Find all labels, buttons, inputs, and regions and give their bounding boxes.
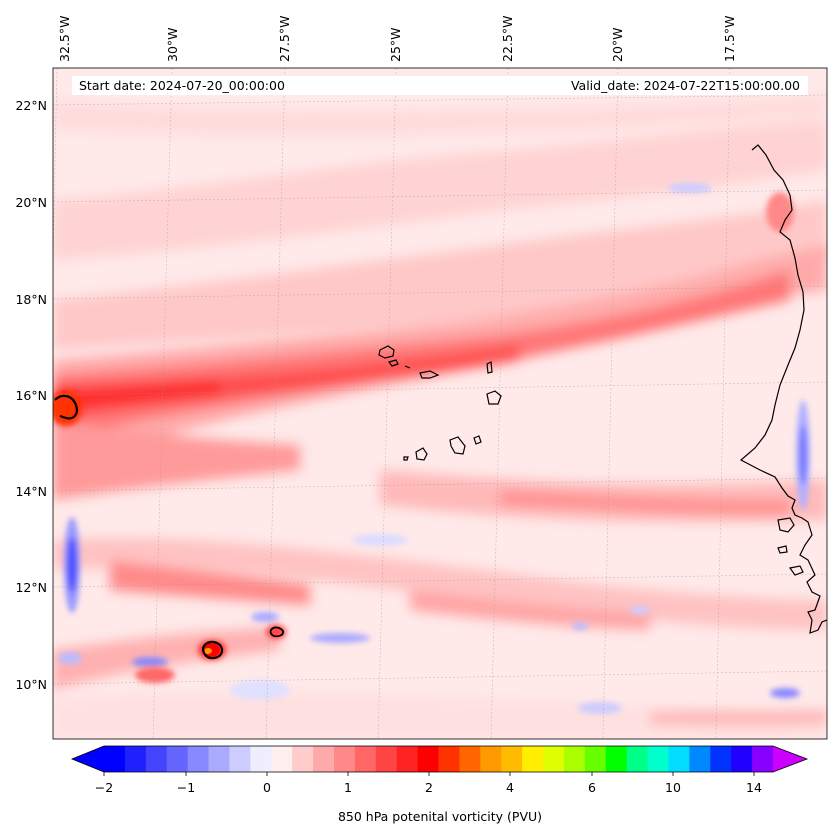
colorbar-segment — [145, 746, 168, 772]
lat-label: 18°N — [15, 292, 47, 307]
map-plot-area — [53, 68, 827, 739]
lon-label: 17.5°W — [722, 16, 737, 62]
lat-label: 10°N — [15, 677, 47, 692]
coastlines — [378, 144, 827, 634]
colorbar-segment — [208, 746, 231, 772]
colorbar-segment — [689, 746, 711, 772]
colorbar-tick-labels: −2 −1 0 1 2 4 6 10 14 — [95, 780, 762, 795]
colorbar-segments — [104, 746, 774, 772]
colorbar-segment — [522, 746, 544, 772]
colorbar-segment — [626, 746, 649, 772]
latitude-labels: 22°N 20°N 18°N 16°N 14°N 12°N 10°N — [15, 98, 47, 692]
lon-label: 32.5°W — [57, 16, 72, 62]
lon-label: 27.5°W — [277, 16, 292, 62]
lon-label: 22.5°W — [500, 16, 515, 62]
cb-tick-label: −1 — [177, 780, 195, 795]
colorbar-segment — [543, 746, 565, 772]
valid-date-label: Valid_date: 2024-07-22T15:00:00.00 — [571, 78, 800, 93]
lon-label: 20°W — [610, 27, 625, 62]
lon-label: 25°W — [388, 27, 403, 62]
colorbar-extend-low — [72, 746, 104, 772]
colorbar-segment — [647, 746, 670, 772]
colorbar-segment — [229, 746, 251, 772]
colorbar-ticks — [103, 772, 755, 776]
map-frame — [52, 67, 828, 740]
colorbar-segment — [396, 746, 419, 772]
colorbar-segment — [752, 746, 774, 772]
cb-tick-label: −2 — [95, 780, 113, 795]
colorbar-segment — [313, 746, 335, 772]
cb-tick-label: 4 — [506, 780, 514, 795]
lat-label: 12°N — [15, 580, 47, 595]
colorbar-segment — [333, 746, 356, 772]
colorbar-segment — [417, 746, 440, 772]
colorbar-segment — [166, 746, 189, 772]
colorbar-segment — [104, 746, 126, 772]
cb-tick-label: 1 — [344, 780, 352, 795]
header-box — [72, 76, 808, 95]
colorbar-segment — [459, 746, 481, 772]
colorbar-segment — [731, 746, 753, 772]
colorbar-segment — [375, 746, 398, 772]
cb-tick-label: 0 — [263, 780, 271, 795]
colorbar-segment — [668, 746, 690, 772]
colorbar-label: 850 hPa potenital vorticity (PVU) — [338, 809, 542, 824]
cb-tick-label: 10 — [665, 780, 681, 795]
lon-label: 30°W — [165, 27, 180, 62]
colorbar-segment — [584, 746, 607, 772]
lat-label: 22°N — [15, 98, 47, 113]
cb-tick-label: 2 — [425, 780, 433, 795]
lat-label: 20°N — [15, 195, 47, 210]
colorbar-segment — [187, 746, 210, 772]
colorbar-segment — [250, 746, 272, 772]
colorbar-segment — [271, 746, 293, 772]
colorbar-extend-high — [773, 746, 807, 772]
colorbar-segment — [124, 746, 147, 772]
colorbar-segment — [501, 746, 523, 772]
lat-label: 14°N — [15, 484, 47, 499]
colorbar: −2 −1 0 1 2 4 6 10 14 850 hPa potenital … — [70, 745, 809, 824]
colorbar-segment — [605, 746, 628, 772]
lat-label: 16°N — [15, 388, 47, 403]
colorbar-segment — [480, 746, 502, 772]
start-date-label: Start date: 2024-07-20_00:00:00 — [79, 78, 285, 93]
colorbar-segment — [710, 746, 732, 772]
colorbar-segment — [292, 746, 314, 772]
cb-tick-label: 14 — [746, 780, 762, 795]
cb-tick-label: 6 — [588, 780, 596, 795]
colorbar-segment — [563, 746, 586, 772]
colorbar-segment — [438, 746, 461, 772]
colorbar-segment — [354, 746, 377, 772]
graticule — [53, 68, 827, 739]
longitude-labels: 32.5°W 30°W 27.5°W 25°W 22.5°W 20°W 17.5… — [57, 16, 737, 62]
